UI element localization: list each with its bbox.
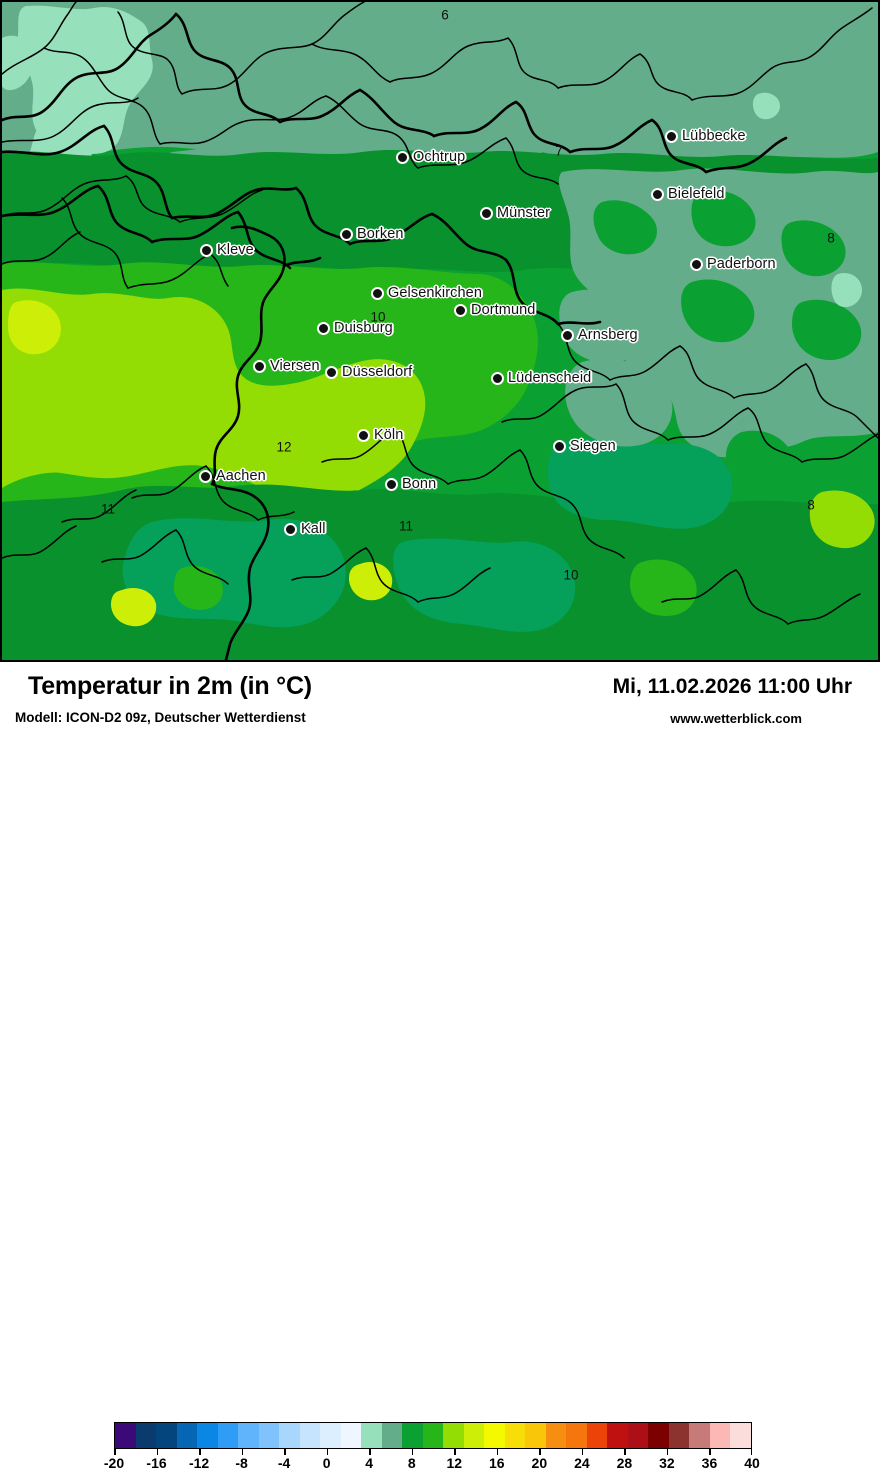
colorbar-swatch — [402, 1423, 423, 1448]
colorbar-swatch — [484, 1423, 505, 1448]
colorbar-tick-label: 16 — [489, 1455, 505, 1471]
colorbar-swatch — [361, 1423, 382, 1448]
colorbar-swatch — [176, 1423, 198, 1448]
colorbar-swatch — [627, 1423, 649, 1448]
colorbar-swatch — [689, 1423, 710, 1448]
colorbar-swatch — [381, 1423, 403, 1448]
colorbar-swatch — [504, 1423, 526, 1448]
colorbar-swatch — [258, 1423, 280, 1448]
colorbar-swatch — [586, 1423, 608, 1448]
colorbar-tick-labels: -20 -16 -12 -8 -4 0 4 8 12 16 20 24 28 32 36 40 — [104, 1455, 760, 1477]
colorbar-tick-label: 24 — [574, 1455, 590, 1471]
colorbar-swatch — [443, 1423, 464, 1448]
colorbar-swatch — [115, 1423, 136, 1448]
colorbar-swatch — [709, 1423, 731, 1448]
colorbar-swatch — [299, 1423, 321, 1448]
colorbar-swatch — [607, 1423, 628, 1448]
website-credit: www.wetterblick.com — [670, 711, 802, 726]
colorbar-tick-label: 8 — [407, 1455, 416, 1471]
colorbar-swatch — [525, 1423, 546, 1448]
colorbar-swatch — [463, 1423, 485, 1448]
colorbar-tick-label: 40 — [744, 1455, 760, 1471]
colorbar-tick-label: 4 — [365, 1455, 374, 1471]
forecast-timestamp: Mi, 11.02.2026 11:00 Uhr — [612, 675, 852, 698]
colorbar-swatch — [238, 1423, 259, 1448]
colorbar-swatch — [422, 1423, 444, 1448]
temperature-colorbar — [114, 1422, 752, 1449]
colorbar-tick-label: -12 — [188, 1455, 210, 1471]
colorbar-swatch — [545, 1423, 567, 1448]
colorbar-swatch — [648, 1423, 669, 1448]
colorbar-tick-label: -8 — [235, 1455, 248, 1471]
colorbar-swatch — [279, 1423, 300, 1448]
colorbar-tick-label: -20 — [103, 1455, 125, 1471]
colorbar-swatch — [156, 1423, 177, 1448]
colorbar-tick-label: 28 — [616, 1455, 633, 1471]
colorbar-swatch — [566, 1423, 587, 1448]
colorbar-tick-label: 36 — [701, 1455, 718, 1471]
model-source-text: Modell: ICON-D2 09z, Deutscher Wetterdie… — [15, 710, 306, 725]
map-raster — [2, 2, 878, 660]
temperature-map[interactable]: Lübbecke Ochtrup Bielefeld Münster Borken Kle… — [0, 0, 880, 662]
colorbar-tick-label: 20 — [531, 1455, 548, 1471]
colorbar-tick-label: 32 — [659, 1455, 675, 1471]
colorbar-swatch — [217, 1423, 239, 1448]
colorbar-tick-label: 0 — [322, 1455, 331, 1471]
colorbar-swatch — [730, 1423, 751, 1448]
colorbar-tick-label: -16 — [146, 1455, 167, 1471]
colorbar-swatch — [320, 1423, 341, 1448]
colorbar-tick-label: 12 — [446, 1455, 463, 1471]
map-footer: Temperatur in 2m (in °C) Modell: ICON-D2… — [0, 662, 880, 1471]
colorbar-swatch — [668, 1423, 690, 1448]
colorbar-swatch — [135, 1423, 157, 1448]
colorbar-swatch — [197, 1423, 218, 1448]
colorbar-swatch — [340, 1423, 362, 1448]
colorbar-tick-label: -4 — [277, 1455, 291, 1471]
page-title: Temperatur in 2m (in °C) — [28, 672, 312, 700]
